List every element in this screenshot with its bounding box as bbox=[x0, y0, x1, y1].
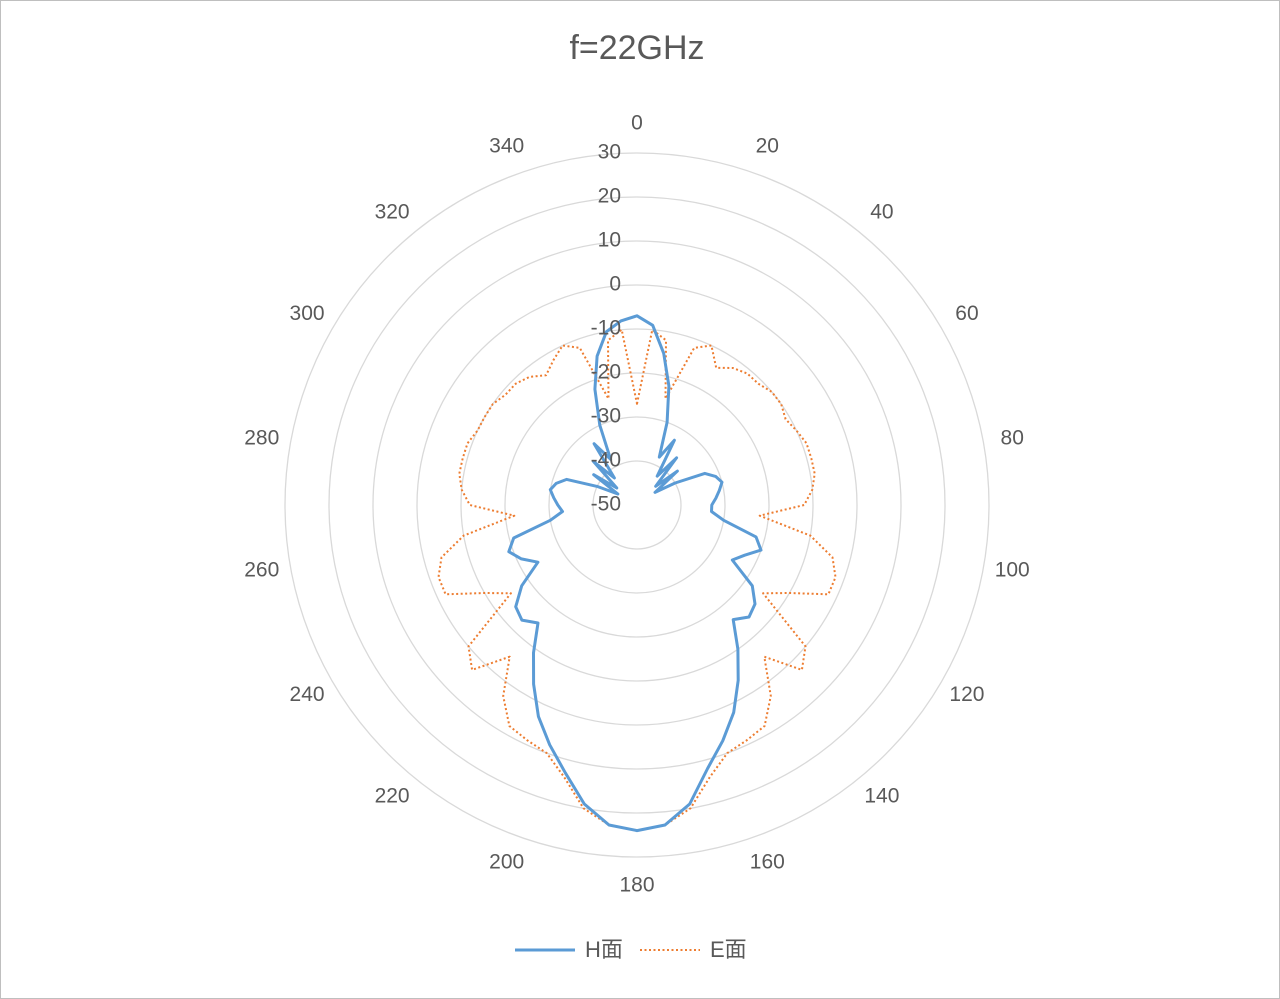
y-tick-label: -50 bbox=[591, 493, 621, 516]
series-line bbox=[507, 314, 763, 833]
y-tick-label: -20 bbox=[591, 361, 621, 384]
y-tick-label: -30 bbox=[591, 405, 621, 428]
category-label: 160 bbox=[750, 851, 785, 874]
legend-label: E面 bbox=[710, 937, 747, 962]
y-tick-label: 0 bbox=[609, 273, 621, 296]
category-label: 80 bbox=[1001, 426, 1024, 449]
category-label: 40 bbox=[870, 201, 893, 224]
category-label: 120 bbox=[949, 683, 984, 706]
grid-circle bbox=[372, 240, 902, 770]
y-tick-label: 30 bbox=[598, 141, 621, 164]
category-label: 280 bbox=[244, 426, 279, 449]
category-label: 200 bbox=[489, 851, 524, 874]
chart-title: f=22GHz bbox=[569, 29, 704, 67]
category-label: 180 bbox=[619, 874, 654, 897]
category-label: 320 bbox=[375, 201, 410, 224]
grid-circle bbox=[284, 152, 990, 858]
grid-circle bbox=[460, 328, 814, 682]
y-tick-label: -10 bbox=[591, 317, 621, 340]
category-label: 300 bbox=[290, 302, 325, 325]
grid bbox=[284, 152, 990, 858]
grid-circle bbox=[416, 284, 858, 726]
category-label: 240 bbox=[290, 683, 325, 706]
category-label: 0 bbox=[631, 112, 643, 135]
y-tick-label: 10 bbox=[598, 229, 621, 252]
y-tick-label: -40 bbox=[591, 449, 621, 472]
y-tick-label: 20 bbox=[598, 185, 621, 208]
grid-circle bbox=[548, 416, 726, 594]
category-label: 60 bbox=[955, 302, 978, 325]
category-label: 260 bbox=[244, 559, 279, 582]
plot-area bbox=[437, 314, 837, 833]
category-label: 340 bbox=[489, 135, 524, 158]
labels: 0204060801001201401601802002202402602803… bbox=[244, 112, 1029, 897]
legend: H面 E面 bbox=[515, 937, 747, 962]
category-label: 220 bbox=[375, 784, 410, 807]
grid-circle bbox=[592, 460, 682, 550]
grid-circle bbox=[328, 196, 946, 814]
legend-label: H面 bbox=[585, 937, 623, 962]
category-label: 140 bbox=[864, 784, 899, 807]
category-label: 100 bbox=[995, 559, 1030, 582]
grid-circle bbox=[504, 372, 770, 638]
category-label: 20 bbox=[756, 135, 779, 158]
